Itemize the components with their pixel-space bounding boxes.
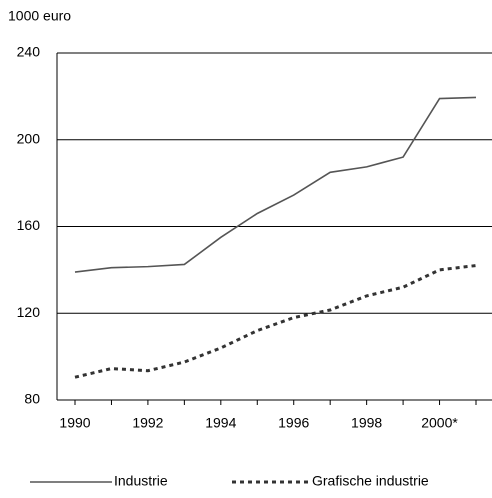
y-axis-unit: 1000 euro: [8, 8, 71, 24]
y-tick-label: 160: [17, 217, 41, 233]
legend-label: Industrie: [114, 473, 168, 489]
y-tick-label: 240: [17, 44, 41, 60]
data-line: [74, 96, 477, 273]
legend-label: Grafische industrie: [312, 473, 429, 489]
y-tick-label: 120: [17, 304, 41, 320]
data-line: [74, 264, 477, 379]
x-tick-label: 1998: [351, 415, 382, 431]
x-tick-label: 1990: [59, 415, 90, 431]
y-tick-label: 80: [24, 391, 40, 407]
x-tick-label: 1996: [278, 415, 309, 431]
y-tick-label: 200: [17, 130, 41, 146]
x-tick-label: 2000*: [421, 415, 458, 431]
x-tick-label: 1992: [132, 415, 163, 431]
x-tick-label: 1994: [205, 415, 236, 431]
